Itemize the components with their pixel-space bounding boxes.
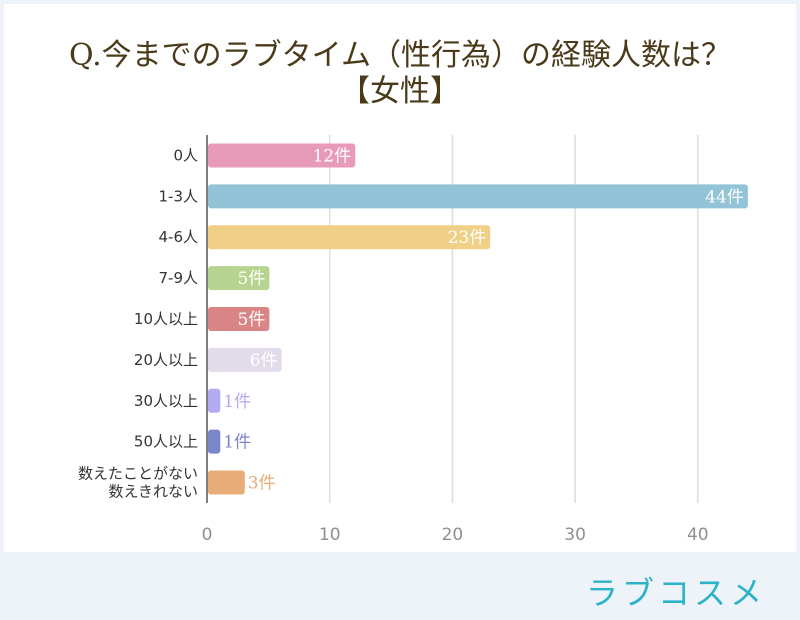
category-label: 0人 xyxy=(173,146,198,164)
value-labels: 12件 44件 23件 5件 5件 6件 1件 1件 3件 xyxy=(223,146,744,493)
x-tick-label: 10 xyxy=(319,525,341,545)
category-label: 1-3人 xyxy=(159,187,199,205)
bar xyxy=(208,347,282,372)
category-label: 数えたことがない xyxy=(78,465,198,483)
bar xyxy=(208,307,270,331)
data-label: 6件 xyxy=(250,351,278,371)
data-label: 12件 xyxy=(313,146,352,166)
category-label: 4-6人 xyxy=(159,228,199,246)
data-label: 5件 xyxy=(238,310,266,330)
bar xyxy=(208,266,270,291)
bar xyxy=(208,143,356,168)
data-label: 3件 xyxy=(248,474,276,494)
category-label: 30人以上 xyxy=(134,392,198,410)
x-tick-labels: 0 10 20 30 40 xyxy=(202,525,709,545)
data-label: 5件 xyxy=(238,269,266,289)
bar xyxy=(208,470,245,495)
bars xyxy=(208,143,748,495)
bar xyxy=(208,225,491,250)
bar xyxy=(208,429,221,454)
title-line-1: Q.今までのラブタイム（性行為）の経験人数は？ xyxy=(68,38,732,73)
x-tick-label: 20 xyxy=(442,525,464,545)
category-labels: 0人 1-3人 4-6人 7-9人 10人以上 20人以上 30人以上 50人以上数えたことが… xyxy=(78,146,198,500)
brand-logo: ラブコスメ xyxy=(586,574,767,612)
data-label: 44件 xyxy=(705,187,744,207)
chart-title: Q.今までのラブタイム（性行為）の経験人数は？ 【女性】 xyxy=(0,38,800,110)
category-label: 10人以上 xyxy=(134,310,198,328)
x-tick-label: 0 xyxy=(202,525,213,545)
category-label: 7-9人 xyxy=(159,269,199,287)
bar xyxy=(208,388,221,413)
data-label: 1件 xyxy=(223,392,251,412)
category-label: 数えきれない xyxy=(108,483,198,501)
data-label: 1件 xyxy=(223,433,251,453)
data-label: 23件 xyxy=(448,228,487,248)
chart-card xyxy=(4,4,796,552)
category-label: 20人以上 xyxy=(134,351,198,369)
title-line-2: 【女性】 xyxy=(340,74,460,109)
x-tick-label: 30 xyxy=(564,525,586,545)
x-tick-label: 40 xyxy=(687,525,709,545)
bar xyxy=(208,184,748,209)
category-label: 50人以上 xyxy=(134,433,198,451)
